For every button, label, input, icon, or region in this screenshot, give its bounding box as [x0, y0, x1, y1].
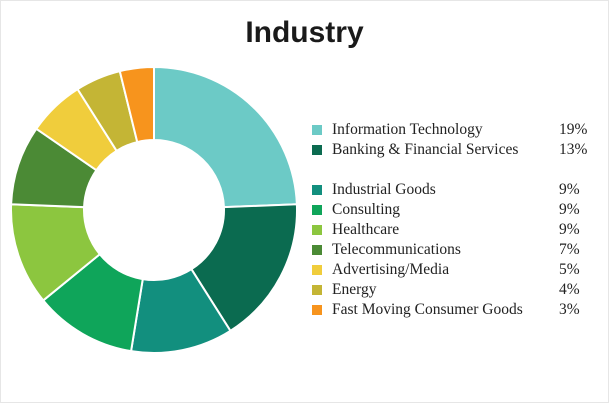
- legend-swatch: [312, 185, 322, 195]
- legend-label: Consulting: [332, 201, 401, 218]
- donut-slice-8: [118, 65, 155, 144]
- legend-item: Industrial Goods 9%: [312, 180, 602, 200]
- legend-swatch: [312, 225, 322, 235]
- legend-value: 9%: [559, 221, 580, 238]
- legend-swatch: [312, 265, 322, 275]
- legend-swatch: [312, 205, 322, 215]
- legend-item: Fast Moving Consumer Goods 3%: [312, 300, 602, 340]
- legend-item: Healthcare 9%: [312, 220, 602, 240]
- legend-value: 9%: [559, 181, 580, 198]
- legend-value: 9%: [559, 201, 580, 218]
- legend-item: Information Technology 19%: [312, 120, 602, 140]
- legend-value: 7%: [559, 241, 580, 258]
- donut-slice-1: [190, 203, 298, 333]
- legend-swatch: [312, 145, 322, 155]
- legend-swatch: [312, 305, 322, 315]
- legend-swatch: [312, 245, 322, 255]
- legend-item: Consulting 9%: [312, 200, 602, 220]
- legend-swatch: [312, 285, 322, 295]
- legend-label: Energy: [332, 281, 377, 298]
- legend-item: Telecommunications 7%: [312, 240, 602, 260]
- legend-label: Information Technology: [332, 121, 483, 138]
- legend-label: Fast Moving Consumer Goods: [332, 301, 523, 318]
- legend-value: 19%: [559, 121, 588, 138]
- legend-value: 4%: [559, 281, 580, 298]
- legend-item: Advertising/Media 5%: [312, 260, 602, 280]
- legend-label: Advertising/Media: [332, 261, 450, 278]
- legend-label: Industrial Goods: [332, 181, 436, 198]
- legend-swatch: [312, 125, 322, 135]
- legend-item: Energy 4%: [312, 280, 602, 300]
- chart-title: Industry: [245, 16, 364, 49]
- legend-label: Telecommunications: [332, 241, 461, 258]
- legend-item: Banking & Financial Services 13%: [312, 140, 602, 180]
- donut-slice-0: [153, 65, 298, 209]
- chart-legend: Information Technology 19% Banking & Finan…: [312, 120, 602, 340]
- legend-value: 5%: [559, 261, 580, 278]
- legend-label: Banking & Financial Services: [332, 141, 519, 158]
- legend-value: 3%: [559, 301, 580, 318]
- legend-value: 13%: [559, 141, 588, 158]
- legend-label: Healthcare: [332, 221, 400, 238]
